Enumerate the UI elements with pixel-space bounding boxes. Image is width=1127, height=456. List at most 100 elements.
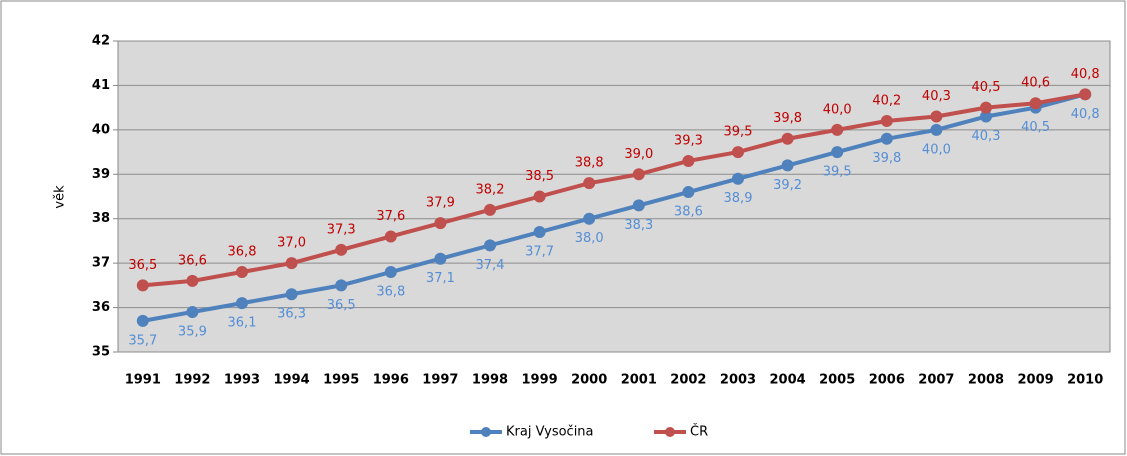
x-tick-label: 1998 <box>472 373 508 388</box>
data-label: 36,8 <box>376 285 405 300</box>
point-marker <box>236 266 248 279</box>
point-marker <box>1029 97 1042 110</box>
x-tick-label: 2008 <box>968 373 1004 388</box>
point-marker <box>682 186 695 199</box>
point-marker <box>732 172 744 185</box>
data-label: 40,8 <box>1071 107 1100 122</box>
data-label: 37,9 <box>426 196 455 211</box>
x-tick-label: 2003 <box>720 373 756 388</box>
point-marker <box>880 114 893 127</box>
series-line <box>142 92 1086 288</box>
data-label: 39,0 <box>624 147 653 162</box>
point-marker <box>484 239 496 252</box>
data-label: 35,7 <box>128 333 157 348</box>
x-tick-label: 2006 <box>869 373 905 388</box>
x-tick-label: 1997 <box>422 373 458 388</box>
x-tick-label: 2000 <box>571 373 607 388</box>
x-tick-label: 1995 <box>323 373 359 388</box>
data-label: 36,8 <box>228 245 257 260</box>
x-tick-label: 2009 <box>1018 373 1054 388</box>
data-label: 37,0 <box>277 236 306 251</box>
x-tick-label: 2002 <box>670 373 706 388</box>
data-label: 38,3 <box>624 218 653 233</box>
data-label: 38,5 <box>525 169 554 184</box>
point-marker <box>880 132 893 145</box>
x-tick-label: 2004 <box>770 373 806 388</box>
point-marker <box>136 279 149 292</box>
y-tick-label: 38 <box>92 211 110 226</box>
data-label: 39,8 <box>872 151 901 166</box>
x-tick-label: 1996 <box>373 373 409 388</box>
data-label: 36,1 <box>228 316 257 331</box>
y-tick-label: 40 <box>92 122 110 137</box>
data-label: 39,2 <box>773 178 802 193</box>
y-tick-label: 35 <box>92 345 110 360</box>
x-tick-label: 1994 <box>274 373 310 388</box>
data-label: 38,6 <box>674 205 703 220</box>
point-marker <box>186 306 199 319</box>
y-tick-label: 36 <box>92 300 110 315</box>
point-marker <box>384 230 397 243</box>
data-label: 39,5 <box>724 125 753 140</box>
data-label: 40,2 <box>872 93 901 108</box>
point-marker <box>533 226 546 239</box>
y-tick-label: 41 <box>92 78 110 93</box>
point-marker <box>781 159 794 172</box>
data-label: 38,0 <box>575 231 604 246</box>
x-tick-label: 2010 <box>1067 373 1103 388</box>
data-label: 39,3 <box>674 133 703 148</box>
point-marker <box>583 212 596 225</box>
y-tick-label: 37 <box>92 256 110 271</box>
data-label: 35,9 <box>178 325 207 340</box>
data-label: 38,9 <box>724 191 753 206</box>
point-marker <box>980 110 992 123</box>
data-label: 37,6 <box>376 209 405 224</box>
y-tick-label: 39 <box>92 167 110 182</box>
point-marker <box>484 203 496 216</box>
point-marker <box>930 110 943 123</box>
point-marker <box>186 274 199 287</box>
data-label: 40,0 <box>823 102 852 117</box>
x-tick-label: 1993 <box>224 373 260 388</box>
x-tick-label: 2007 <box>918 373 954 388</box>
data-label: 37,3 <box>327 222 356 237</box>
point-marker <box>434 252 447 265</box>
data-label: 37,1 <box>426 271 455 286</box>
data-label: 37,4 <box>476 258 505 273</box>
point-marker <box>930 123 943 136</box>
data-label: 36,5 <box>128 258 157 273</box>
x-tick-label: 2001 <box>621 373 657 388</box>
x-tick-label: 1991 <box>125 373 161 388</box>
point-marker <box>285 288 298 301</box>
point-marker <box>632 168 645 181</box>
point-marker <box>781 132 794 145</box>
legend-label: ČR <box>690 424 708 440</box>
point-marker <box>682 154 695 167</box>
data-label: 40,3 <box>972 129 1001 144</box>
data-label: 38,2 <box>476 182 505 197</box>
point-marker <box>136 314 149 327</box>
data-label: 39,5 <box>823 165 852 180</box>
data-label: 38,8 <box>575 156 604 171</box>
y-tick-label: 42 <box>92 34 110 49</box>
point-marker <box>1079 88 1092 101</box>
legend-marker <box>665 427 675 437</box>
data-label: 36,6 <box>178 253 207 268</box>
data-label: 40,8 <box>1071 67 1100 82</box>
legend-marker <box>481 427 491 437</box>
series-line <box>142 92 1086 323</box>
point-marker <box>285 257 298 270</box>
point-marker <box>384 266 397 279</box>
point-marker <box>335 279 348 292</box>
point-marker <box>980 101 992 114</box>
x-tick-label: 1999 <box>522 373 558 388</box>
y-axis-label: věk <box>53 185 68 209</box>
point-marker <box>533 190 546 203</box>
point-marker <box>434 217 447 230</box>
point-marker <box>831 123 844 136</box>
data-label: 40,3 <box>922 89 951 104</box>
data-label: 40,6 <box>1021 76 1050 91</box>
point-marker <box>732 146 744 159</box>
data-label: 40,5 <box>972 80 1001 95</box>
point-marker <box>335 243 348 256</box>
